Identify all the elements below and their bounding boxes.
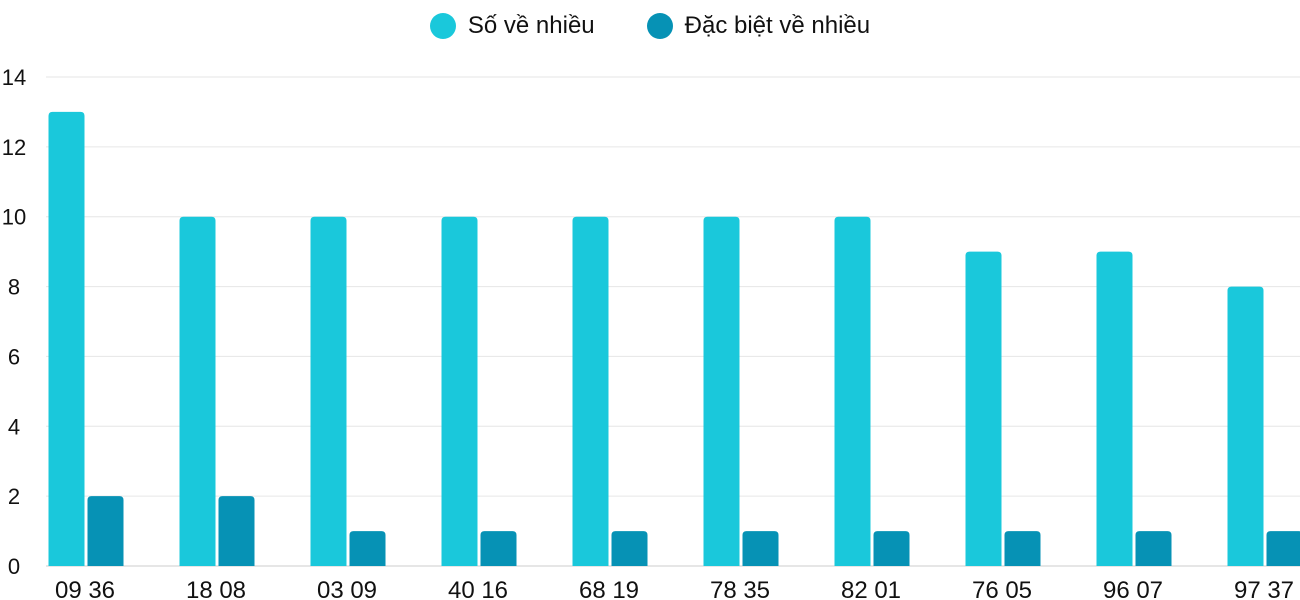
- bar-1: [179, 216, 216, 566]
- bar-1: [834, 216, 871, 566]
- x-tick-label: 76 05: [972, 577, 1032, 600]
- x-tick-label: 40 16: [448, 577, 508, 600]
- bar-2: [611, 531, 648, 566]
- legend: Số về nhiều Đặc biệt về nhiều: [0, 12, 1300, 40]
- bar-1: [441, 216, 478, 566]
- bar-2: [1266, 531, 1300, 566]
- legend-label-1: Số về nhiều: [467, 12, 595, 39]
- x-tick-label: 03 09: [317, 577, 377, 600]
- y-tick-label: 8: [8, 275, 20, 300]
- bar-1: [572, 216, 609, 566]
- bar-2: [218, 496, 255, 566]
- bar-2: [349, 531, 386, 566]
- x-tick-label: 96 07: [1103, 577, 1163, 600]
- legend-swatch-1: [429, 13, 456, 39]
- bar-2: [873, 531, 910, 566]
- bar-2: [480, 531, 517, 566]
- legend-item-series-2[interactable]: Đặc biệt về nhiều: [646, 12, 871, 40]
- x-tick-label: 97 37: [1234, 577, 1294, 600]
- x-tick-label: 09 36: [55, 577, 115, 600]
- bar-1: [703, 216, 740, 566]
- y-tick-label: 4: [8, 414, 20, 439]
- legend-item-series-1[interactable]: Số về nhiều: [429, 12, 595, 40]
- y-tick-label: 10: [2, 205, 26, 230]
- bar-1: [1227, 286, 1264, 566]
- y-tick-label: 6: [8, 344, 20, 369]
- bar-1: [310, 216, 347, 566]
- legend-label-2: Đặc biệt về nhiều: [684, 12, 871, 39]
- bar-1: [965, 251, 1002, 566]
- bar-1: [48, 111, 85, 566]
- x-tick-label: 18 08: [186, 577, 246, 600]
- y-tick-label: 0: [8, 554, 20, 579]
- x-tick-label: 78 35: [710, 577, 770, 600]
- y-tick-label: 12: [2, 135, 26, 160]
- bar-2: [87, 496, 124, 566]
- y-tick-label: 2: [8, 484, 20, 509]
- legend-swatch-2: [646, 13, 673, 39]
- x-tick-label: 68 19: [579, 577, 639, 600]
- y-tick-label: 14: [2, 65, 26, 90]
- bar-2: [742, 531, 779, 566]
- bar-2: [1004, 531, 1041, 566]
- bar-2: [1135, 531, 1172, 566]
- x-tick-label: 82 01: [841, 577, 901, 600]
- bar-1: [1096, 251, 1133, 566]
